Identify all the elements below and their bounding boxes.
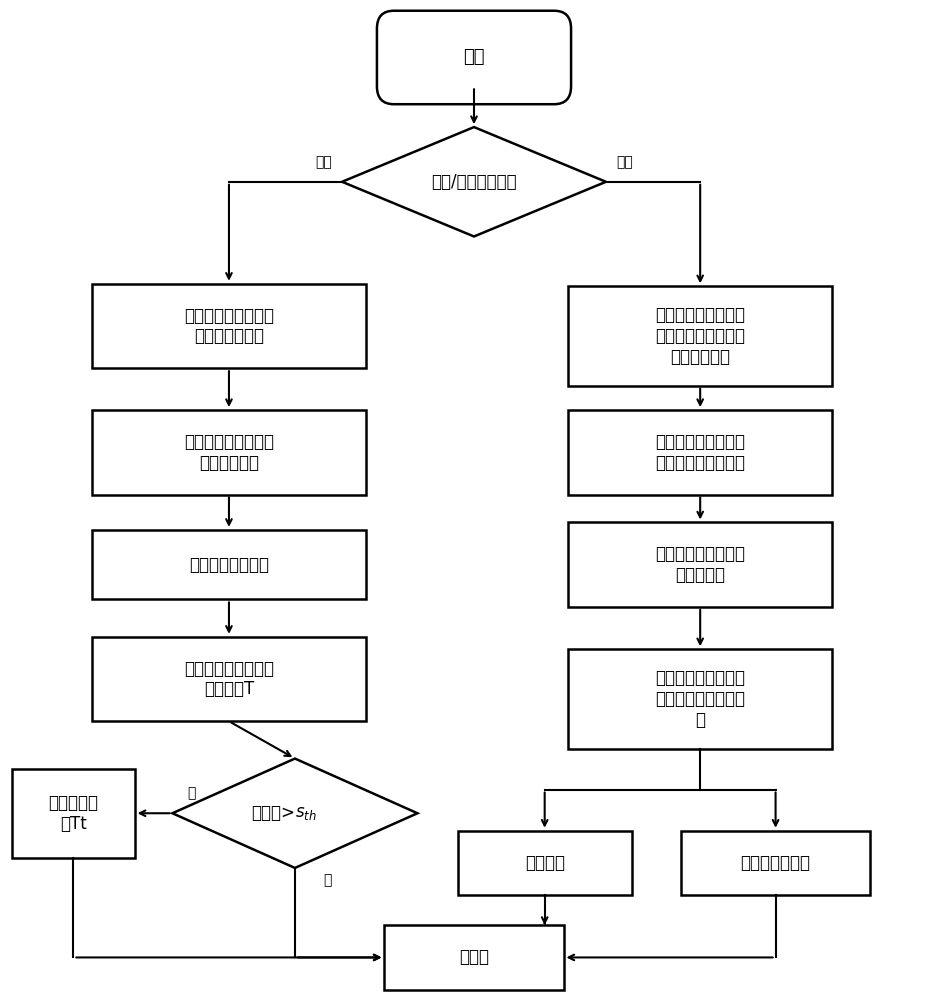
FancyBboxPatch shape — [377, 11, 571, 104]
Text: 机器人: 机器人 — [459, 948, 489, 966]
Polygon shape — [342, 127, 606, 236]
Bar — [568, 649, 832, 749]
Text: 转向: 转向 — [616, 155, 633, 169]
Bar — [92, 530, 366, 599]
Bar — [568, 410, 832, 495]
Text: 根据摩擦模型反推得
到轮子期望转速与转
角: 根据摩擦模型反推得 到轮子期望转速与转 角 — [655, 669, 745, 729]
Text: 滑移率控制
器Tt: 滑移率控制 器Tt — [48, 794, 99, 833]
Text: 直线/转向运动判断: 直线/转向运动判断 — [431, 173, 517, 191]
Text: 轮子转速控制器: 轮子转速控制器 — [740, 854, 811, 872]
Bar — [92, 284, 366, 368]
Text: 利用乘子法分配轮子
纵、侧向力: 利用乘子法分配轮子 纵、侧向力 — [655, 545, 745, 584]
Text: 输出转角: 输出转角 — [524, 854, 565, 872]
Bar — [92, 410, 366, 495]
Polygon shape — [173, 759, 417, 868]
Text: 直线: 直线 — [315, 155, 332, 169]
Bar — [458, 831, 632, 895]
Text: 滑移率>: 滑移率> — [251, 804, 295, 822]
Bar — [568, 286, 832, 386]
Text: 计算轮子垂直载荷: 计算轮子垂直载荷 — [189, 556, 269, 574]
Bar — [682, 831, 870, 895]
Text: 是: 是 — [187, 786, 195, 800]
Text: 计算虚拟纵向合力与
附加横摆力矩: 计算虚拟纵向合力与 附加横摆力矩 — [184, 433, 274, 472]
Text: 否: 否 — [323, 873, 332, 887]
Text: 设置期望纵向速度和
期望横摆角速度: 设置期望纵向速度和 期望横摆角速度 — [184, 307, 274, 345]
Bar — [92, 637, 366, 721]
Text: 计算虚拟纵向合力、
侧向合力与横摆力矩: 计算虚拟纵向合力、 侧向合力与横摆力矩 — [655, 433, 745, 472]
Text: 开始: 开始 — [464, 48, 484, 66]
Bar — [568, 522, 832, 607]
Bar — [385, 925, 563, 990]
Text: $s_{th}$: $s_{th}$ — [295, 804, 317, 822]
Text: 设置期望纵、侧向速
度，根据轨迹求出期
望横摆角速度: 设置期望纵、侧向速 度，根据轨迹求出期 望横摆角速度 — [655, 306, 745, 366]
Text: 根据载荷比分配轮子
驱动力矩T: 根据载荷比分配轮子 驱动力矩T — [184, 660, 274, 698]
Bar — [12, 768, 135, 858]
